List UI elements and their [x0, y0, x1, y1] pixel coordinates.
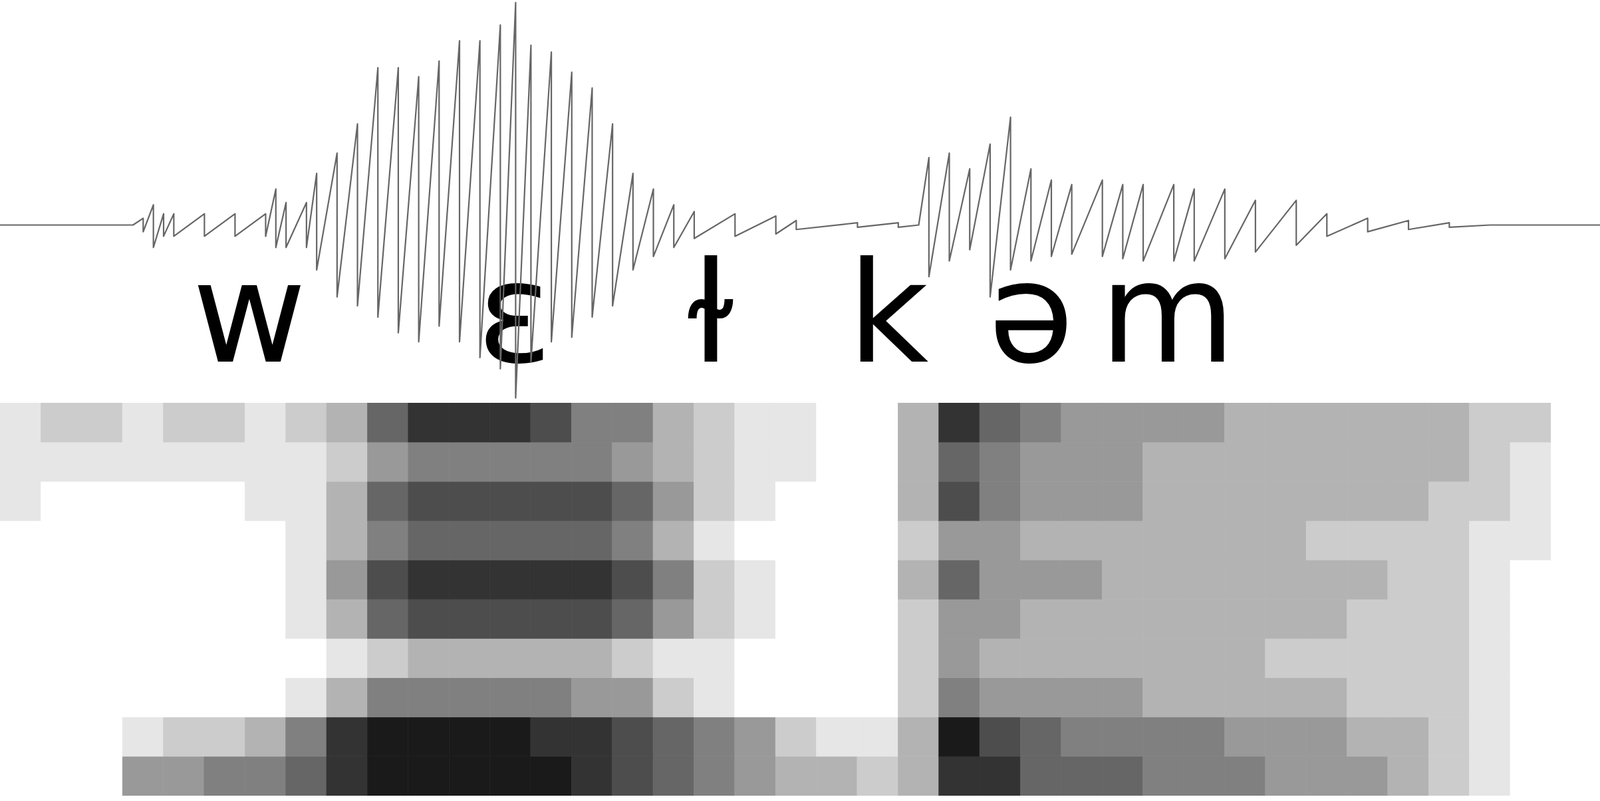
svg-text:w: w [192, 232, 307, 396]
svg-text:m: m [1099, 232, 1237, 396]
svg-text:ə: ə [987, 232, 1074, 396]
svg-text:ɛ: ɛ [476, 232, 553, 396]
svg-text:ɫ: ɫ [682, 232, 739, 396]
svg-text:k: k [847, 232, 930, 396]
